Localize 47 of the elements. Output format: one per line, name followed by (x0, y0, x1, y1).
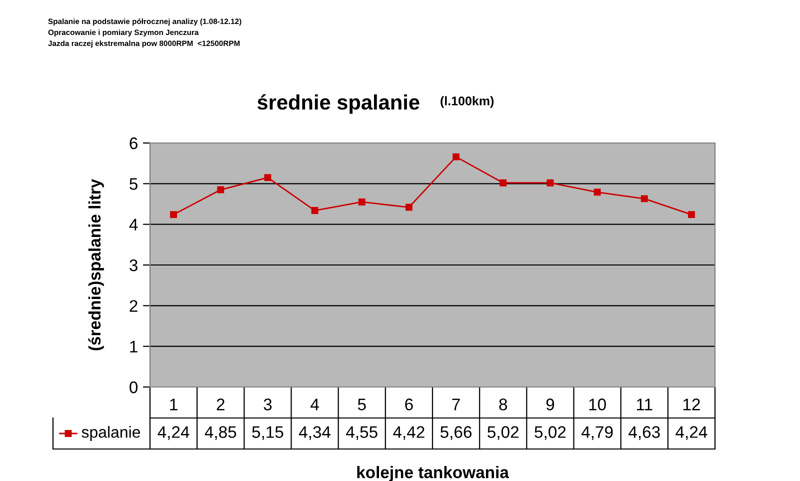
point (170, 211, 178, 218)
point (264, 174, 272, 182)
y-axis-title: (średnie)spalanie litry (88, 178, 104, 350)
x-tick-label: 6 (405, 398, 413, 410)
chart-title: średnie spalanie (257, 94, 420, 114)
x-tick-label: 7 (452, 398, 460, 410)
x-tick-label: 10 (589, 398, 606, 410)
y-tick-label: 0 (130, 381, 138, 394)
x-tick-label: 3 (264, 398, 272, 410)
x-tick-label: 9 (546, 398, 554, 410)
y-tick-label: 2 (130, 300, 138, 312)
y-tick-label: 4 (129, 218, 138, 230)
data-label: 5,15 (252, 426, 284, 440)
data-label: 5,02 (488, 426, 519, 440)
point (640, 195, 648, 202)
x-tick-label: 11 (636, 398, 652, 410)
chart-subtitle: (l.100km) (440, 96, 494, 108)
point (311, 207, 318, 214)
point (546, 179, 554, 186)
data-label: 5,02 (534, 426, 566, 440)
x-tick-label: 2 (216, 398, 224, 410)
y-tick-label: 1 (130, 340, 138, 352)
point (217, 186, 224, 194)
data-label: 4,42 (393, 426, 424, 440)
point (358, 198, 366, 206)
x-tick-label: 5 (358, 398, 366, 410)
point (500, 179, 507, 186)
x-tick-label: 1 (170, 398, 178, 410)
data-label: 4,79 (581, 426, 613, 440)
data-label: 4,85 (204, 426, 236, 440)
point (688, 211, 695, 218)
data-label: 4,34 (298, 426, 331, 440)
y-tick-label: 3 (130, 259, 138, 272)
y-tick-label: 6 (130, 137, 138, 150)
point (452, 153, 460, 160)
x-tick-label: 8 (499, 398, 508, 410)
data-label: 4,63 (628, 426, 660, 440)
x-tick-label: 12 (683, 398, 700, 410)
data-label: 5,66 (440, 426, 472, 440)
point (594, 188, 601, 196)
x-tick-label: 4 (310, 398, 319, 410)
data-label: 4,55 (346, 426, 378, 440)
data-label: 4,24 (158, 426, 190, 440)
legend-label: spalanie (82, 426, 140, 441)
y-tick-label: 5 (130, 178, 138, 190)
point (405, 204, 412, 211)
data-label: 4,24 (676, 426, 708, 440)
